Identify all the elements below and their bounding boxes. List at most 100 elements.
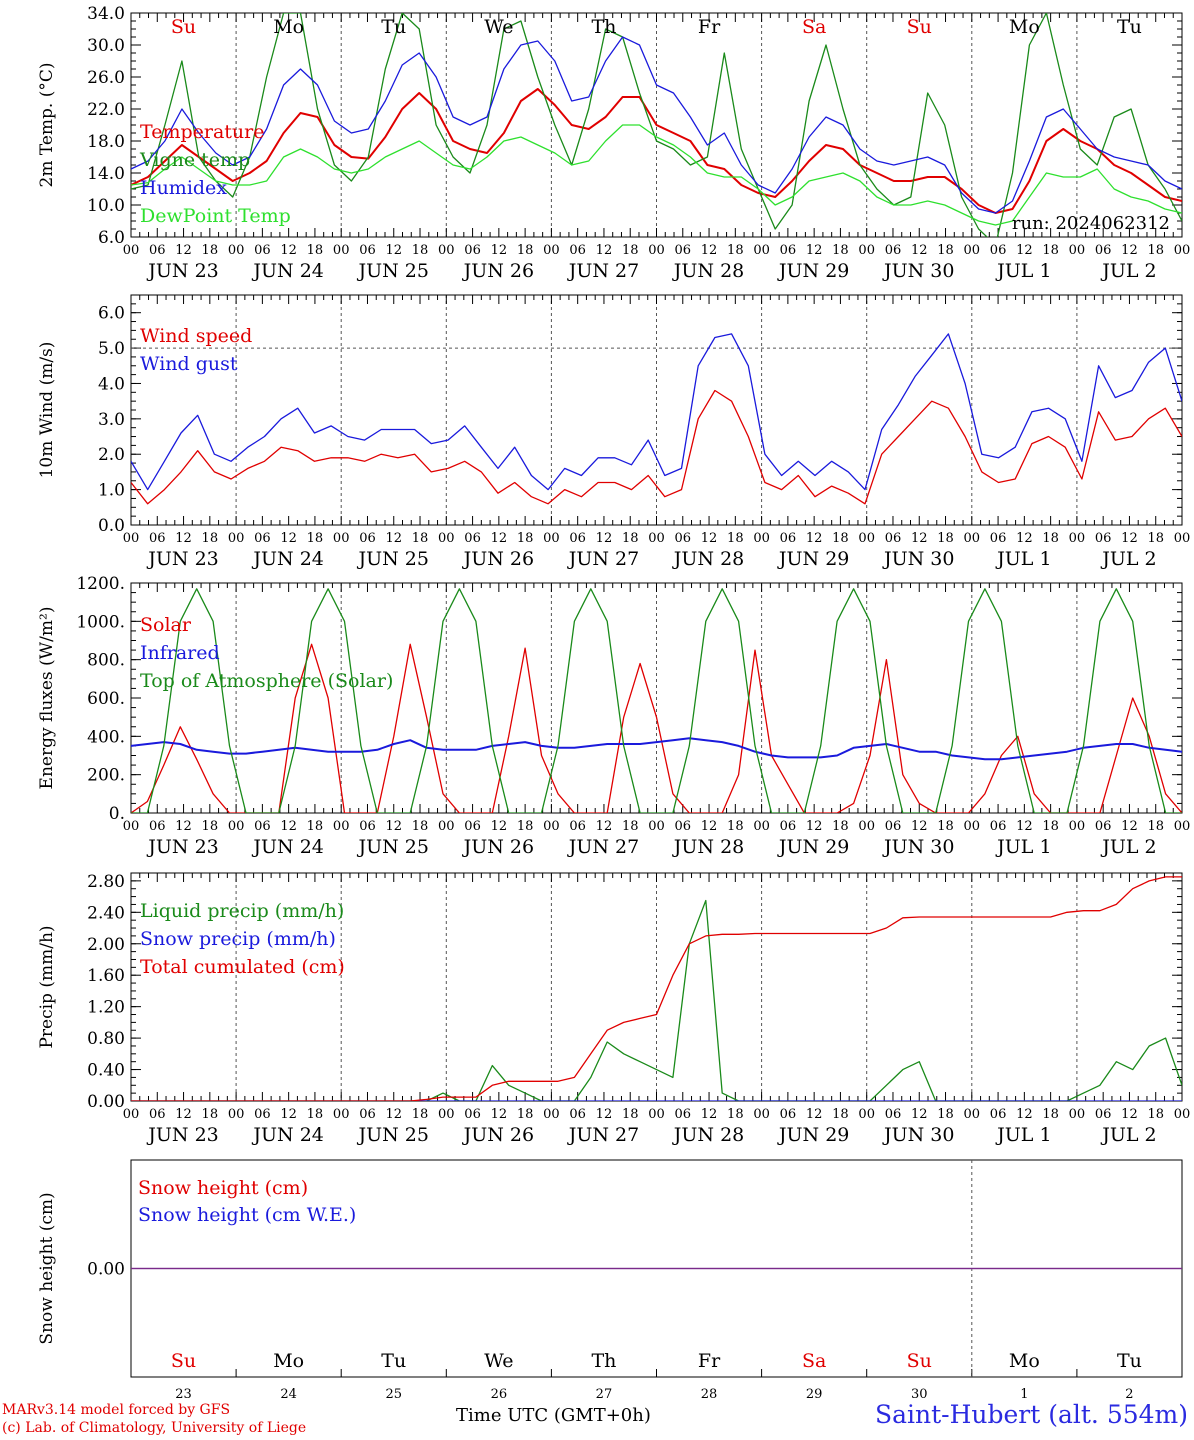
hour-tick-label: 18	[727, 531, 744, 546]
panel-3: 00 06 12 18 00 06 12 18 00 06 12 18 00 06 12 18 00 06 12 18…	[37, 574, 1190, 858]
day-number-label: 28	[701, 1387, 718, 1402]
hour-tick-label: 00	[753, 1107, 770, 1122]
footer-station: Saint-Hubert (alt. 554m)	[874, 1400, 1188, 1429]
hour-tick-label: 00	[438, 531, 455, 546]
hour-tick-label: 18	[202, 819, 219, 834]
day-label: JUN 28	[672, 836, 744, 858]
y-tick-label: 0.40	[87, 1061, 125, 1081]
hour-tick-label: 00	[858, 819, 875, 834]
day-label: JUN 29	[777, 836, 849, 858]
y-tick-label: 26.0	[87, 68, 125, 88]
hour-tick-label: 12	[491, 243, 508, 258]
series-line-total-cumulated-cm-	[131, 876, 1182, 1101]
hour-tick-label: 00	[228, 819, 245, 834]
hour-tick-label: 18	[832, 819, 849, 834]
hour-tick-label: 06	[780, 819, 797, 834]
hour-tick-label: 00	[964, 1107, 981, 1122]
hour-tick-label: 00	[1069, 819, 1086, 834]
footer-time-label: Time UTC (GMT+0h)	[456, 1405, 651, 1426]
weekday-label: We	[484, 1350, 513, 1372]
hour-tick-label: 06	[675, 1107, 692, 1122]
hour-tick-label: 00	[1069, 243, 1086, 258]
y-tick-label: 0.0	[98, 516, 125, 536]
hour-tick-label: 12	[806, 819, 823, 834]
hour-tick-label: 18	[727, 243, 744, 258]
hour-tick-label: 06	[359, 1107, 376, 1122]
hour-tick-label: 06	[1095, 243, 1112, 258]
y-tick-label: 1.0	[98, 481, 125, 501]
hour-tick-label: 12	[1121, 243, 1138, 258]
hour-tick-label: 18	[1147, 531, 1164, 546]
hour-tick-label: 12	[911, 243, 928, 258]
hour-tick-label: 06	[254, 243, 271, 258]
day-label: JUN 23	[146, 260, 218, 282]
hour-tick-label: 06	[675, 819, 692, 834]
day-label: JUN 25	[357, 836, 429, 858]
hour-tick-label: 06	[464, 531, 481, 546]
hour-tick-label: 18	[1042, 243, 1059, 258]
day-label: JUN 29	[777, 1124, 849, 1146]
weekday-label: Su	[907, 1350, 932, 1372]
hour-tick-label: 06	[569, 819, 586, 834]
y-tick-label: 2.80	[87, 872, 125, 892]
hour-tick-label: 12	[911, 531, 928, 546]
day-label: JUN 26	[462, 260, 534, 282]
hour-tick-label: 06	[885, 531, 902, 546]
run-label: run: 2024062312	[1012, 213, 1170, 234]
hour-tick-label: 12	[491, 1107, 508, 1122]
y-tick-label: 2.0	[98, 445, 125, 465]
hour-tick-label: 18	[1147, 1107, 1164, 1122]
y-axis-label: Energy fluxes (W/m²)	[37, 607, 57, 790]
y-tick-label: 1200.	[76, 574, 125, 594]
hour-tick-label: 12	[175, 1107, 192, 1122]
day-label: JUN 25	[357, 260, 429, 282]
day-label: JUN 24	[251, 548, 323, 570]
legend-entry: Snow precip (mm/h)	[140, 928, 336, 950]
hour-tick-label: 06	[254, 531, 271, 546]
hour-tick-label: 00	[648, 531, 665, 546]
y-tick-label: 2.40	[87, 903, 125, 923]
y-tick-label: 5.0	[98, 339, 125, 359]
hour-tick-label: 06	[149, 1107, 166, 1122]
hour-tick-label: 06	[359, 819, 376, 834]
y-tick-label: 18.0	[87, 132, 125, 152]
hour-tick-label: 12	[911, 819, 928, 834]
day-label: JUN 28	[672, 548, 744, 570]
weekday-label: Su	[907, 16, 932, 38]
hour-tick-label: 00	[333, 819, 350, 834]
day-label: JUN 25	[357, 1124, 429, 1146]
legend-entry: Infrared	[140, 642, 220, 664]
day-number-label: 27	[596, 1387, 613, 1402]
legend-entry: Wind speed	[140, 325, 252, 347]
legend-entry: Wind gust	[140, 353, 238, 375]
footer-model: MARv3.14 model forced by GFS	[2, 1402, 231, 1418]
hour-tick-label: 00	[123, 819, 140, 834]
day-number-label: 25	[385, 1387, 402, 1402]
series-line-wind-speed	[131, 389, 1182, 505]
series-line-top-of-atmosphere-solar-	[131, 588, 1182, 813]
day-label: JUN 29	[777, 260, 849, 282]
hour-tick-label: 00	[543, 243, 560, 258]
hour-tick-label: 06	[780, 1107, 797, 1122]
day-label: JUL 1	[995, 548, 1051, 570]
weekday-label: Tu	[381, 1350, 406, 1372]
hour-tick-label: 18	[937, 531, 954, 546]
hour-tick-label: 00	[543, 531, 560, 546]
hour-tick-label: 12	[280, 243, 297, 258]
hour-tick-label: 00	[123, 243, 140, 258]
hour-tick-label: 00	[1174, 819, 1191, 834]
y-tick-label: 200.	[87, 766, 125, 786]
weekday-label: Mo	[273, 16, 304, 38]
hour-tick-label: 12	[1016, 531, 1033, 546]
hour-tick-label: 06	[569, 1107, 586, 1122]
day-number-label: 1	[1020, 1387, 1028, 1402]
hour-tick-label: 00	[648, 1107, 665, 1122]
hour-tick-label: 12	[806, 1107, 823, 1122]
day-label: JUN 23	[146, 1124, 218, 1146]
hour-tick-label: 18	[517, 819, 534, 834]
hour-tick-label: 18	[202, 243, 219, 258]
hour-tick-label: 06	[885, 243, 902, 258]
hour-tick-label: 12	[280, 531, 297, 546]
legend-entry: Temperature	[140, 121, 264, 143]
y-tick-label: 1000.	[76, 612, 125, 632]
